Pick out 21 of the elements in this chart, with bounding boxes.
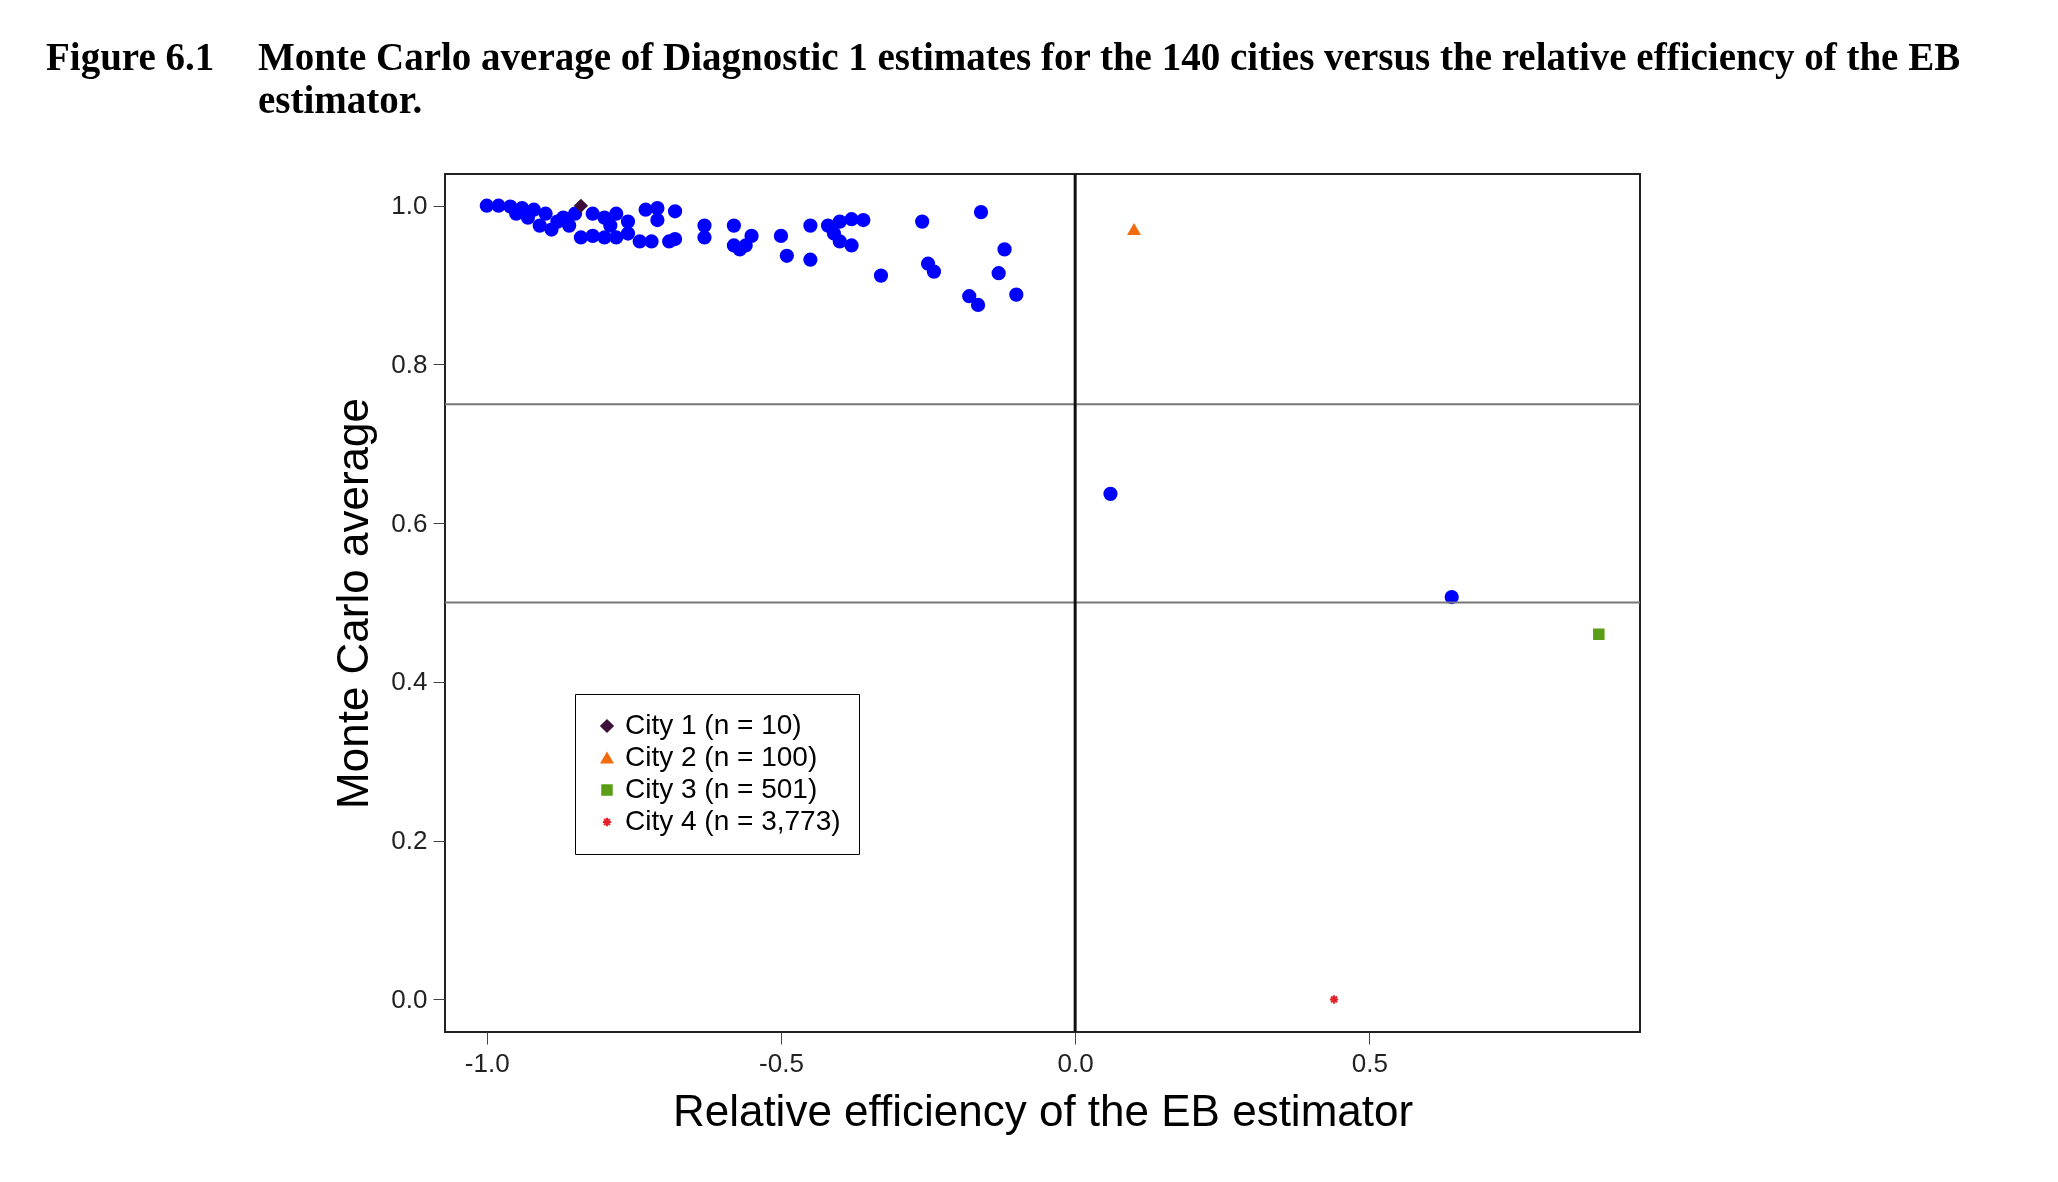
x-tick-label: 0.5 (1351, 1047, 1388, 1078)
point (1127, 223, 1141, 235)
legend-label: City 4 (n = 3,773) (625, 804, 841, 836)
x-axis-title: Relative efficiency of the EB estimator (672, 1085, 1414, 1135)
legend-label: City 2 (n = 100) (625, 740, 818, 772)
y-axis-title: Monte Carlo average (328, 397, 378, 809)
y-tick-label: 1.0 (391, 190, 428, 221)
point (1328, 994, 1340, 1005)
legend-label: City 3 (n = 501) (625, 772, 818, 804)
x-tick-label: -0.5 (759, 1047, 804, 1078)
x-tick-label: 0.0 (1057, 1047, 1094, 1078)
chart-title: Figure 6.1 Monte Carlo average of Diagnostic 1 estimates for the 140 cities versus the relative efficiency of the EB estimator. (46, 35, 1962, 122)
y-tick-label: 0.8 (391, 348, 428, 379)
x-tick-label: -1.0 (464, 1047, 510, 1078)
y-tick-label: 0.4 (391, 666, 428, 697)
legend-label: City 1 (n = 10) (625, 708, 802, 740)
point (574, 198, 588, 213)
y-tick-label: 0.2 (391, 825, 428, 855)
y-tick-label: 0.6 (391, 507, 428, 538)
y-tick-label: 0.0 (391, 983, 428, 1014)
point (1593, 628, 1605, 640)
